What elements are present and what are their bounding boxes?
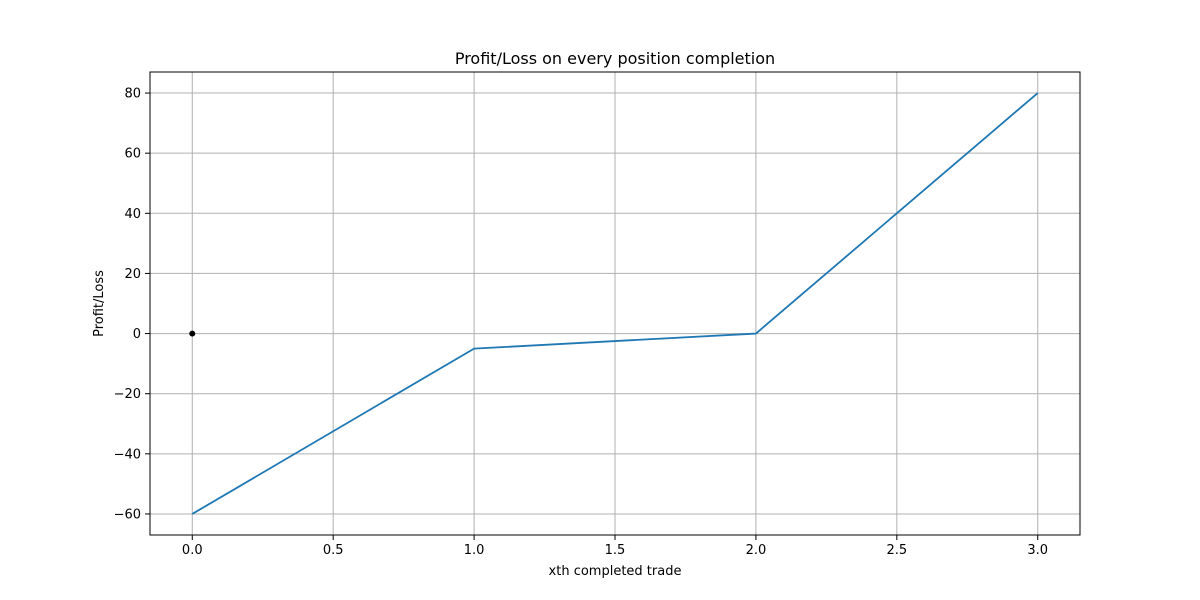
y-tick-label: −40 bbox=[114, 447, 141, 462]
x-tick-label: 0.0 bbox=[182, 543, 203, 558]
y-tick-label: −20 bbox=[114, 387, 141, 402]
x-tick-label: 1.5 bbox=[605, 543, 626, 558]
x-tick-label: 2.5 bbox=[886, 543, 907, 558]
y-tick-label: −60 bbox=[114, 507, 141, 522]
marker-layer bbox=[189, 330, 196, 337]
y-tick-label: 20 bbox=[124, 267, 141, 282]
x-tick-label: 3.0 bbox=[1027, 543, 1048, 558]
grid-lines bbox=[150, 72, 1080, 535]
x-tick-label: 2.0 bbox=[746, 543, 767, 558]
y-tick-label: 40 bbox=[124, 207, 141, 222]
x-tick-label: 0.5 bbox=[323, 543, 344, 558]
chart-title: Profit/Loss on every position completion bbox=[455, 49, 775, 68]
series-line bbox=[191, 92, 1039, 515]
x-tick-label: 1.0 bbox=[464, 543, 485, 558]
y-tick-label: 80 bbox=[124, 87, 141, 102]
y-axis-label: Profit/Loss bbox=[92, 270, 107, 337]
series-layer bbox=[191, 92, 1039, 515]
x-axis-ticks: 0.0 0.5 1.0 1.5 2.0 2.5 3.0 bbox=[182, 535, 1048, 558]
data-point-marker bbox=[189, 330, 196, 337]
x-axis-label: xth completed trade bbox=[549, 564, 682, 579]
y-tick-label: 60 bbox=[124, 147, 141, 162]
y-axis-ticks: −60 −40 −20 0 20 40 60 80 bbox=[114, 87, 150, 522]
y-tick-label: 0 bbox=[133, 327, 141, 342]
